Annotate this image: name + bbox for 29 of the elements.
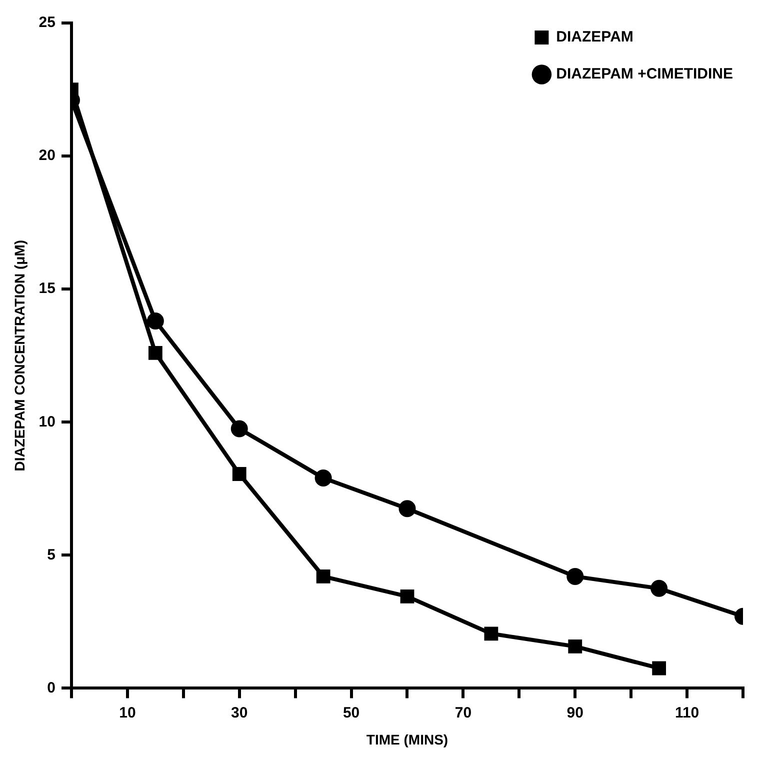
point (652, 661, 666, 676)
x-tick-label: 30 (231, 704, 248, 722)
point (314, 469, 332, 486)
y-axis-title: DIAZEPAM CONCENTRATION (μM) (11, 240, 28, 472)
x-tick-label: 90 (566, 704, 584, 722)
y-tick-label: 20 (38, 147, 56, 164)
point (400, 589, 414, 604)
point (232, 467, 246, 481)
point (398, 500, 416, 518)
point (650, 580, 668, 597)
point (484, 626, 498, 641)
x-tick-label: 110 (674, 704, 700, 722)
x-axis-title: TIME (MINS) (366, 731, 448, 748)
y-tick-label: 25 (38, 14, 56, 32)
x-tick-label: 70 (454, 704, 472, 722)
point (316, 569, 330, 584)
point (148, 346, 162, 360)
legend-label: DIAZEPAM (556, 28, 634, 46)
point (566, 568, 584, 585)
x-tick-label: 10 (119, 704, 136, 722)
legend-label: DIAZEPAM +CIMETIDINE (556, 66, 734, 83)
point (568, 639, 582, 654)
y-tick-label: 0 (47, 679, 56, 696)
y-tick-label: 5 (47, 546, 56, 564)
x-tick-label: 50 (342, 704, 360, 722)
point (146, 312, 164, 330)
y-tick-label: 15 (38, 280, 56, 298)
point (230, 420, 248, 438)
y-tick-label: 10 (38, 413, 56, 430)
